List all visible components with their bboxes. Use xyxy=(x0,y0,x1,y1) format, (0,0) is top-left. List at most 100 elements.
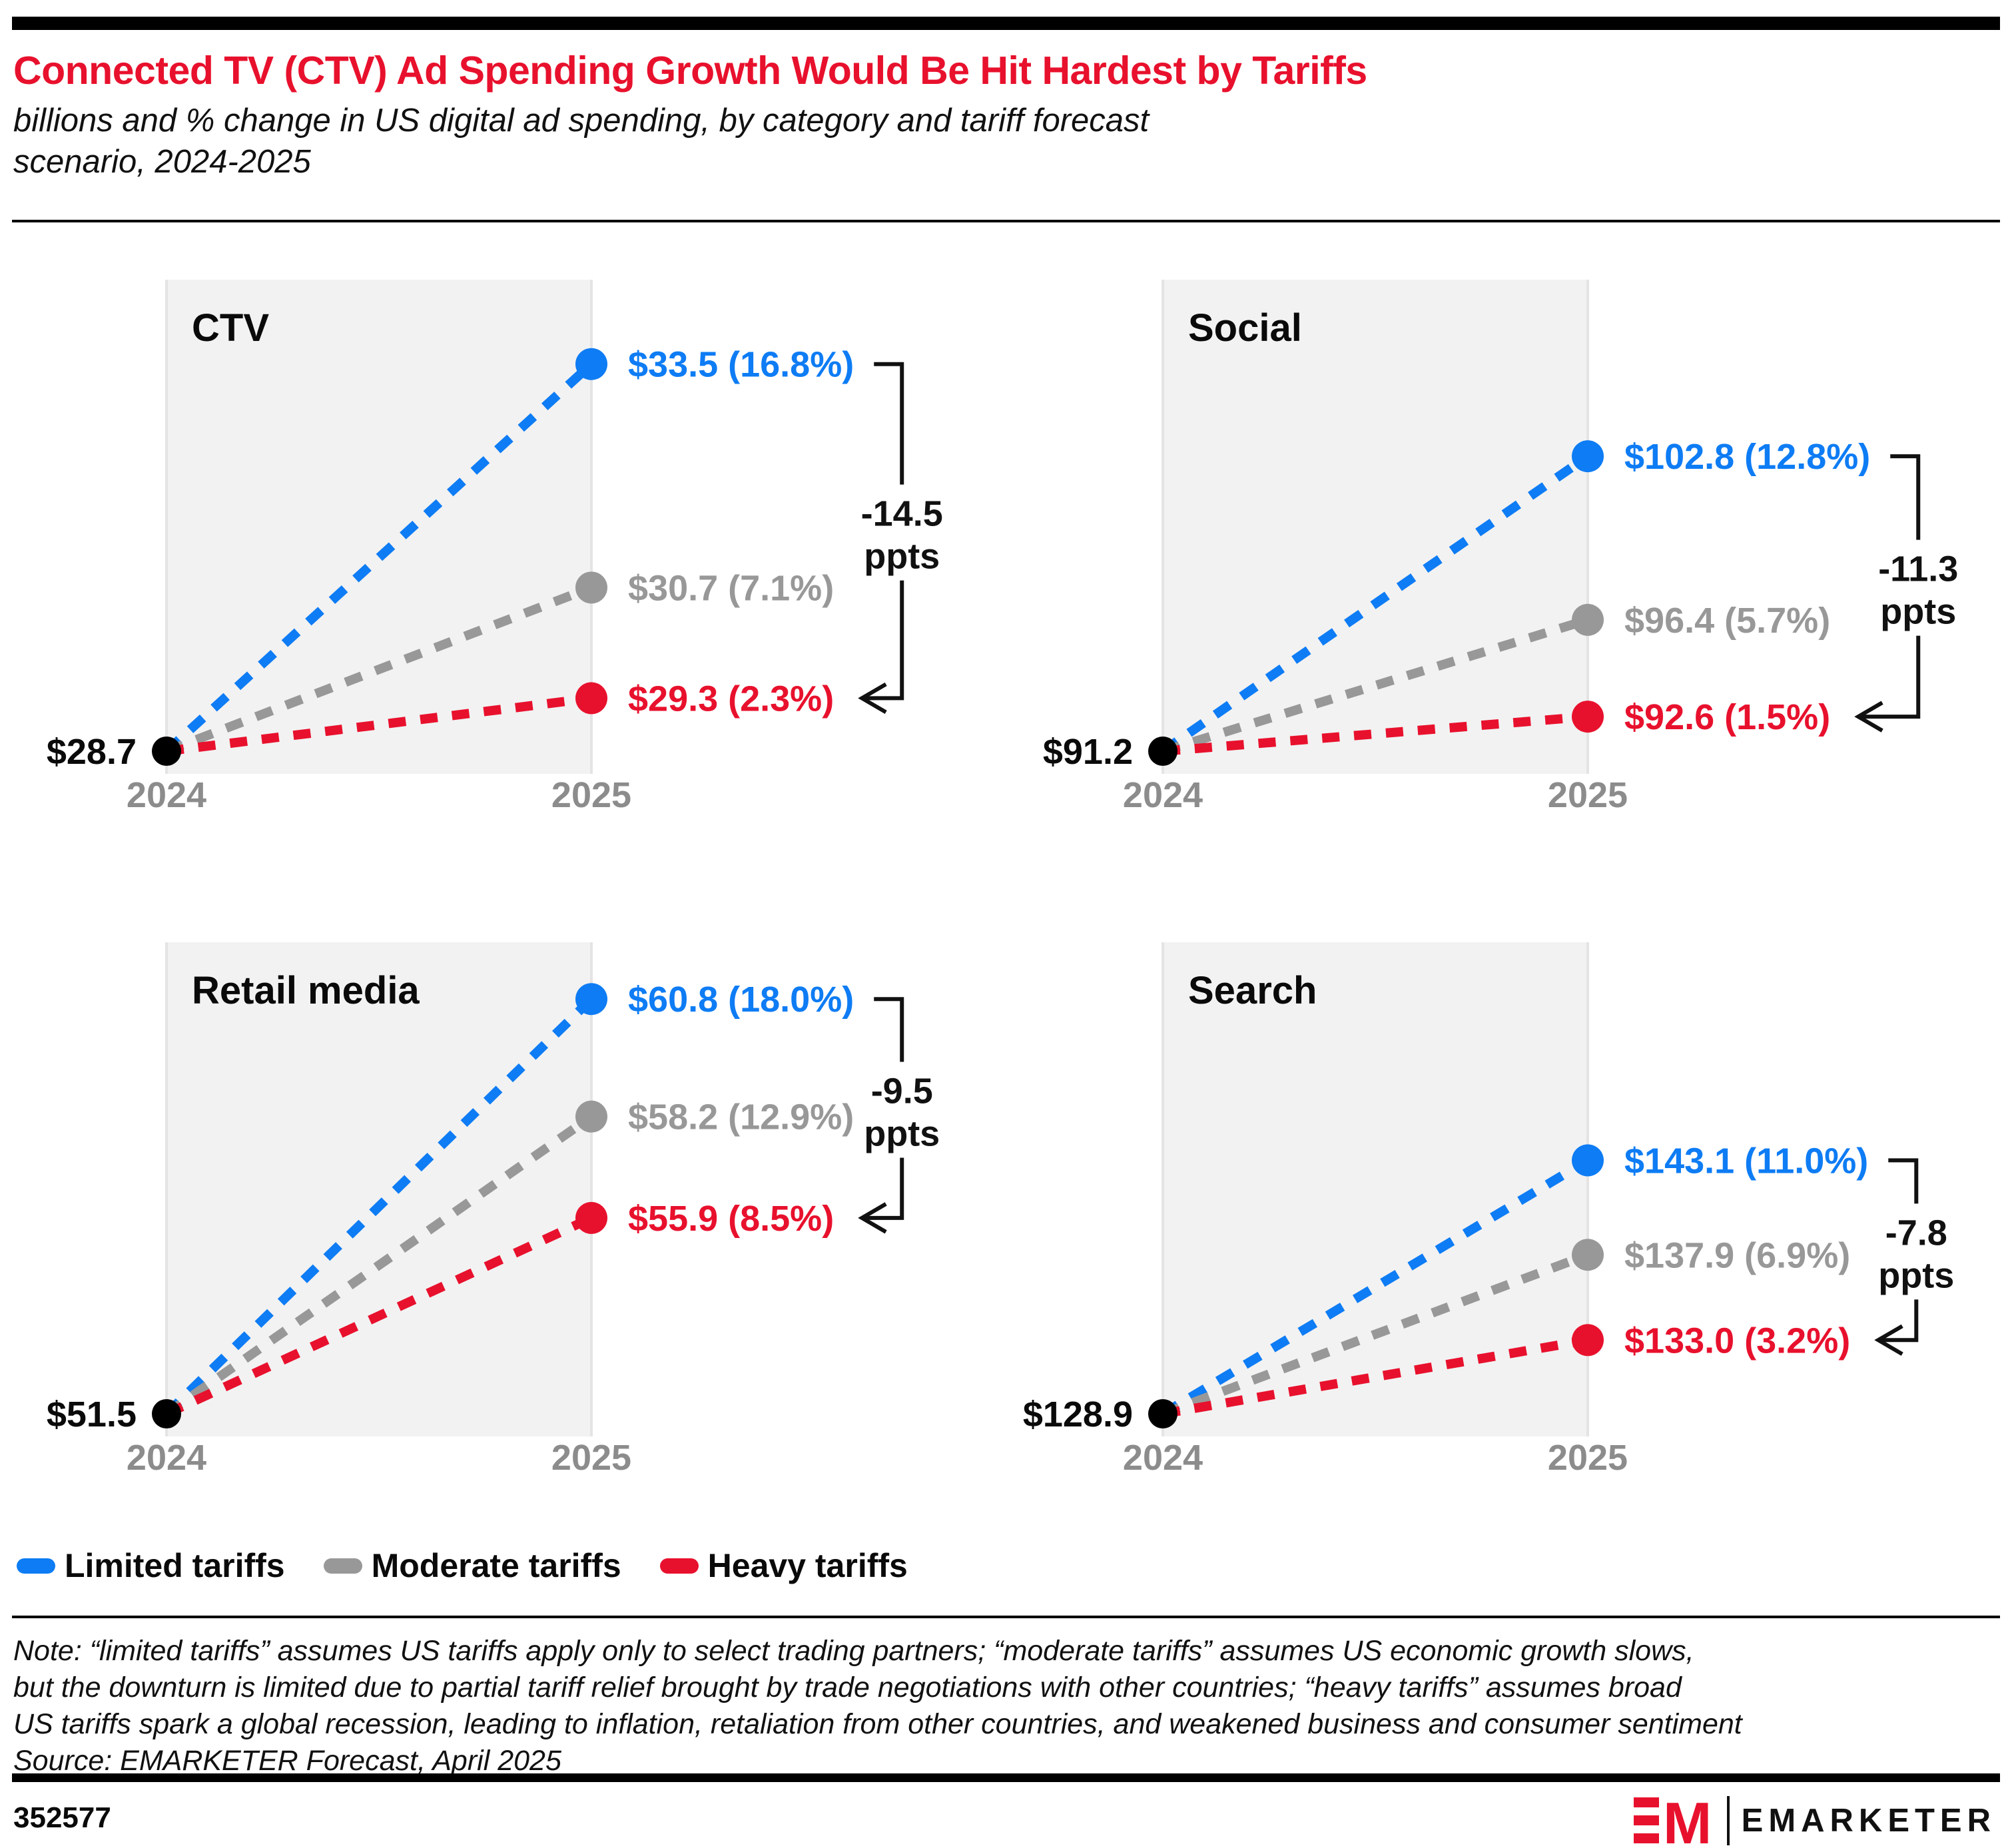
end-value-label-heavy-tariffs: $92.6 (1.5%) xyxy=(1624,697,1830,737)
emarketer-logo-mark-icon: M xyxy=(1633,1795,1712,1846)
x-tick-2025: 2025 xyxy=(1548,775,1628,815)
year-strip xyxy=(167,280,591,774)
legend-label: Heavy tariffs xyxy=(707,1547,908,1584)
x-tick-2024: 2024 xyxy=(127,775,206,815)
delta-ppts-label: -9.5 ppts xyxy=(864,1072,940,1154)
start-dot-2024 xyxy=(1148,1399,1177,1428)
x-tick-2025: 2025 xyxy=(551,775,631,815)
chart-id: 352577 xyxy=(13,1801,111,1834)
x-tick-2024: 2024 xyxy=(1123,775,1203,815)
panel-title: CTV xyxy=(192,306,269,350)
end-value-label-moderate-tariffs: $137.9 (6.9%) xyxy=(1624,1235,1850,1275)
panel-search: Search 2024 2025 $128.9 $143.1 (11.0%) $137.9… xyxy=(1023,942,1954,1478)
legend-item-limited-tariffs: Limited tariffs xyxy=(17,1546,285,1585)
start-value-label: $128.9 xyxy=(1023,1394,1133,1434)
series-line-heavy-tariffs xyxy=(166,693,592,756)
delta-bracket-bottom xyxy=(862,580,904,701)
series-line-moderate-tariffs xyxy=(165,583,593,756)
x-tick-2024: 2024 xyxy=(1123,1438,1203,1478)
top-rule-bar xyxy=(12,17,2000,30)
legend-divider-rule xyxy=(12,1616,2000,1618)
end-value-label-moderate-tariffs: $30.7 (7.1%) xyxy=(628,568,834,608)
end-dot-moderate-tariffs xyxy=(1572,603,1604,636)
end-dot-heavy-tariffs xyxy=(575,682,607,715)
source-line: Source: EMARKETER Forecast, April 2025 xyxy=(13,1745,561,1777)
series-line-heavy-tariffs xyxy=(1162,1335,1589,1418)
legend-swatch-icon xyxy=(659,1558,699,1574)
end-dot-moderate-tariffs xyxy=(575,1100,607,1133)
panel-ctv: CTV 2024 2025 $28.7 $33.5 (16.8%) $30.7 (7.1%… xyxy=(47,280,943,815)
left-arrowhead-icon xyxy=(858,1202,887,1234)
logo-wordmark: EMARKETER xyxy=(1741,1803,1996,1839)
end-value-label-limited-tariffs: $143.1 (11.0%) xyxy=(1624,1141,1868,1181)
left-arrowhead-icon xyxy=(1854,701,1883,733)
start-value-label: $28.7 xyxy=(47,732,137,772)
series-line-moderate-tariffs xyxy=(1161,1250,1590,1418)
end-dot-limited-tariffs xyxy=(575,983,607,1016)
delta-bracket-top xyxy=(1890,454,1921,540)
end-dot-heavy-tariffs xyxy=(1572,1324,1604,1357)
panel-title: Search xyxy=(1188,969,1317,1012)
end-dot-heavy-tariffs xyxy=(1572,701,1604,733)
chart-subtitle-line-2: scenario, 2024-2025 xyxy=(13,144,311,180)
panel-social: Social 2024 2025 $91.2 $102.8 (12.8%) $96.4 (… xyxy=(1043,280,1958,815)
end-value-label-moderate-tariffs: $96.4 (5.7%) xyxy=(1624,601,1830,641)
series-line-limited-tariffs xyxy=(163,996,595,1418)
year-strip xyxy=(167,942,591,1436)
x-tick-2024: 2024 xyxy=(127,1438,206,1478)
delta-bracket-bottom xyxy=(1858,635,1921,719)
header-divider-rule xyxy=(12,220,2000,222)
start-dot-2024 xyxy=(1148,737,1177,766)
start-value-label: $51.5 xyxy=(47,1394,137,1434)
footnote-block: Note: “limited tariffs” assumes US tarif… xyxy=(13,1633,1742,1779)
chart-subtitle: billions and % change in US digital ad s… xyxy=(13,100,1149,182)
panel-retail-media: Retail media 2024 2025 $51.5 $60.8 (18.0%) $5… xyxy=(47,942,940,1478)
legend-label: Limited tariffs xyxy=(65,1547,285,1584)
legend-swatch-icon xyxy=(323,1558,362,1574)
x-tick-2025: 2025 xyxy=(551,1438,631,1478)
end-dot-moderate-tariffs xyxy=(575,571,607,604)
slope-chart-grid: CTV 2024 2025 $28.7 $33.5 (16.8%) $30.7 (7.1%… xyxy=(13,266,2005,1498)
series-line-limited-tariffs xyxy=(1160,452,1590,755)
delta-ppts-label: -7.8 ppts xyxy=(1878,1213,1954,1295)
delta-bracket-bottom xyxy=(1878,1299,1919,1343)
series-line-heavy-tariffs xyxy=(1162,712,1588,756)
delta-bracket-top xyxy=(874,362,904,485)
end-value-label-heavy-tariffs: $133.0 (3.2%) xyxy=(1624,1321,1850,1361)
delta-bracket-bottom xyxy=(862,1157,904,1220)
delta-ppts-label: -11.3 ppts xyxy=(1878,549,1958,632)
series-line-moderate-tariffs xyxy=(163,1112,595,1418)
x-tick-2025: 2025 xyxy=(1548,1438,1628,1478)
year-strip xyxy=(1163,280,1588,774)
series-line-heavy-tariffs xyxy=(165,1213,593,1418)
end-value-label-heavy-tariffs: $55.9 (8.5%) xyxy=(628,1199,834,1239)
end-dot-limited-tariffs xyxy=(1572,1144,1604,1177)
delta-ppts-label: -14.5 ppts xyxy=(861,494,943,577)
end-value-label-moderate-tariffs: $58.2 (12.9%) xyxy=(628,1097,854,1137)
left-arrowhead-icon xyxy=(1874,1324,1903,1356)
logo-divider xyxy=(1726,1796,1730,1845)
legend-item-heavy-tariffs: Heavy tariffs xyxy=(659,1546,908,1585)
start-dot-2024 xyxy=(152,737,181,766)
end-value-label-limited-tariffs: $102.8 (12.8%) xyxy=(1624,437,1870,477)
svg-text:M: M xyxy=(1663,1795,1712,1846)
year-strip xyxy=(1163,942,1588,1436)
legend-label: Moderate tariffs xyxy=(371,1547,621,1584)
page-title: Connected TV (CTV) Ad Spending Growth Wo… xyxy=(13,49,1367,93)
delta-bracket-top xyxy=(874,997,904,1062)
legend-item-moderate-tariffs: Moderate tariffs xyxy=(323,1546,621,1585)
note-line-2: but the downturn is limited due to parti… xyxy=(13,1672,1682,1703)
start-value-label: $91.2 xyxy=(1043,732,1133,772)
end-dot-limited-tariffs xyxy=(1572,440,1604,473)
start-dot-2024 xyxy=(152,1399,181,1428)
end-value-label-heavy-tariffs: $29.3 (2.3%) xyxy=(628,679,834,719)
end-value-label-limited-tariffs: $33.5 (16.8%) xyxy=(628,345,854,385)
end-dot-moderate-tariffs xyxy=(1572,1239,1604,1271)
panel-title: Retail media xyxy=(192,969,420,1012)
emarketer-logo: M EMARKETER xyxy=(1633,1794,1996,1847)
panel-title: Social xyxy=(1188,306,1302,350)
end-dot-limited-tariffs xyxy=(575,348,607,380)
bottom-rule-bar xyxy=(12,1773,2000,1782)
legend-swatch-icon xyxy=(17,1558,55,1574)
note-line-1: Note: “limited tariffs” assumes US tarif… xyxy=(13,1635,1694,1667)
